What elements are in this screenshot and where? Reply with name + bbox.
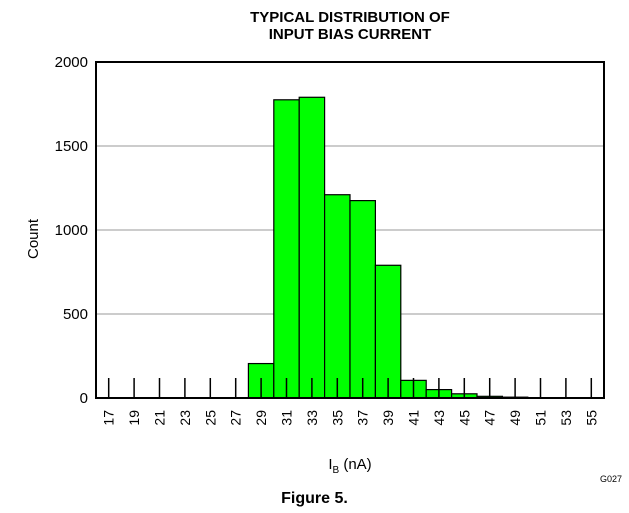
- plot-frame: [95, 61, 605, 399]
- x-tick-label: 51: [533, 410, 549, 426]
- x-tick-label: 49: [507, 410, 523, 426]
- figure-caption: Figure 5.: [281, 490, 348, 507]
- x-tick-label: 21: [152, 410, 168, 426]
- bar: [298, 96, 326, 399]
- y-tick-label: 0: [80, 390, 88, 407]
- x-tick-label: 29: [253, 410, 269, 426]
- y-tick-label: 1000: [55, 222, 88, 239]
- x-tick-label: 55: [583, 410, 599, 426]
- x-tick-label: 25: [202, 410, 218, 426]
- x-tick-label: 27: [228, 410, 244, 426]
- x-tick-label: 41: [406, 410, 422, 426]
- chart-title-line-2: INPUT BIAS CURRENT: [268, 26, 432, 43]
- x-axis-label: IB (nA): [300, 456, 400, 476]
- chart-title-line-1: TYPICAL DISTRIBUTION OF: [250, 9, 450, 26]
- x-tick-label: 53: [558, 410, 574, 426]
- x-tick-label: 33: [304, 410, 320, 426]
- y-tick-label: 2000: [55, 54, 88, 71]
- bar: [374, 264, 402, 399]
- x-tick-label: 19: [126, 410, 142, 426]
- x-tick-label: 31: [279, 410, 295, 426]
- x-axis-label-unit: (nA): [339, 456, 372, 473]
- y-tick-label: 500: [63, 306, 88, 323]
- x-tick-label: 47: [482, 410, 498, 426]
- figure-code: G027: [599, 474, 622, 484]
- x-tick-label: 39: [380, 410, 396, 426]
- x-tick-label: 35: [329, 410, 345, 426]
- y-axis-label: Count: [25, 218, 42, 260]
- x-axis-label-subscript: B: [332, 465, 340, 476]
- x-tick-label: 43: [431, 410, 447, 426]
- x-tick-label: 37: [355, 410, 371, 426]
- x-tick-label: 23: [177, 410, 193, 426]
- y-tick-label: 1500: [55, 138, 88, 155]
- x-tick-label: 45: [456, 410, 472, 426]
- x-tick-label: 17: [101, 410, 117, 426]
- bar: [324, 194, 351, 399]
- bar: [349, 200, 376, 399]
- x-axis-label-main: I: [328, 456, 333, 473]
- bar: [273, 99, 300, 399]
